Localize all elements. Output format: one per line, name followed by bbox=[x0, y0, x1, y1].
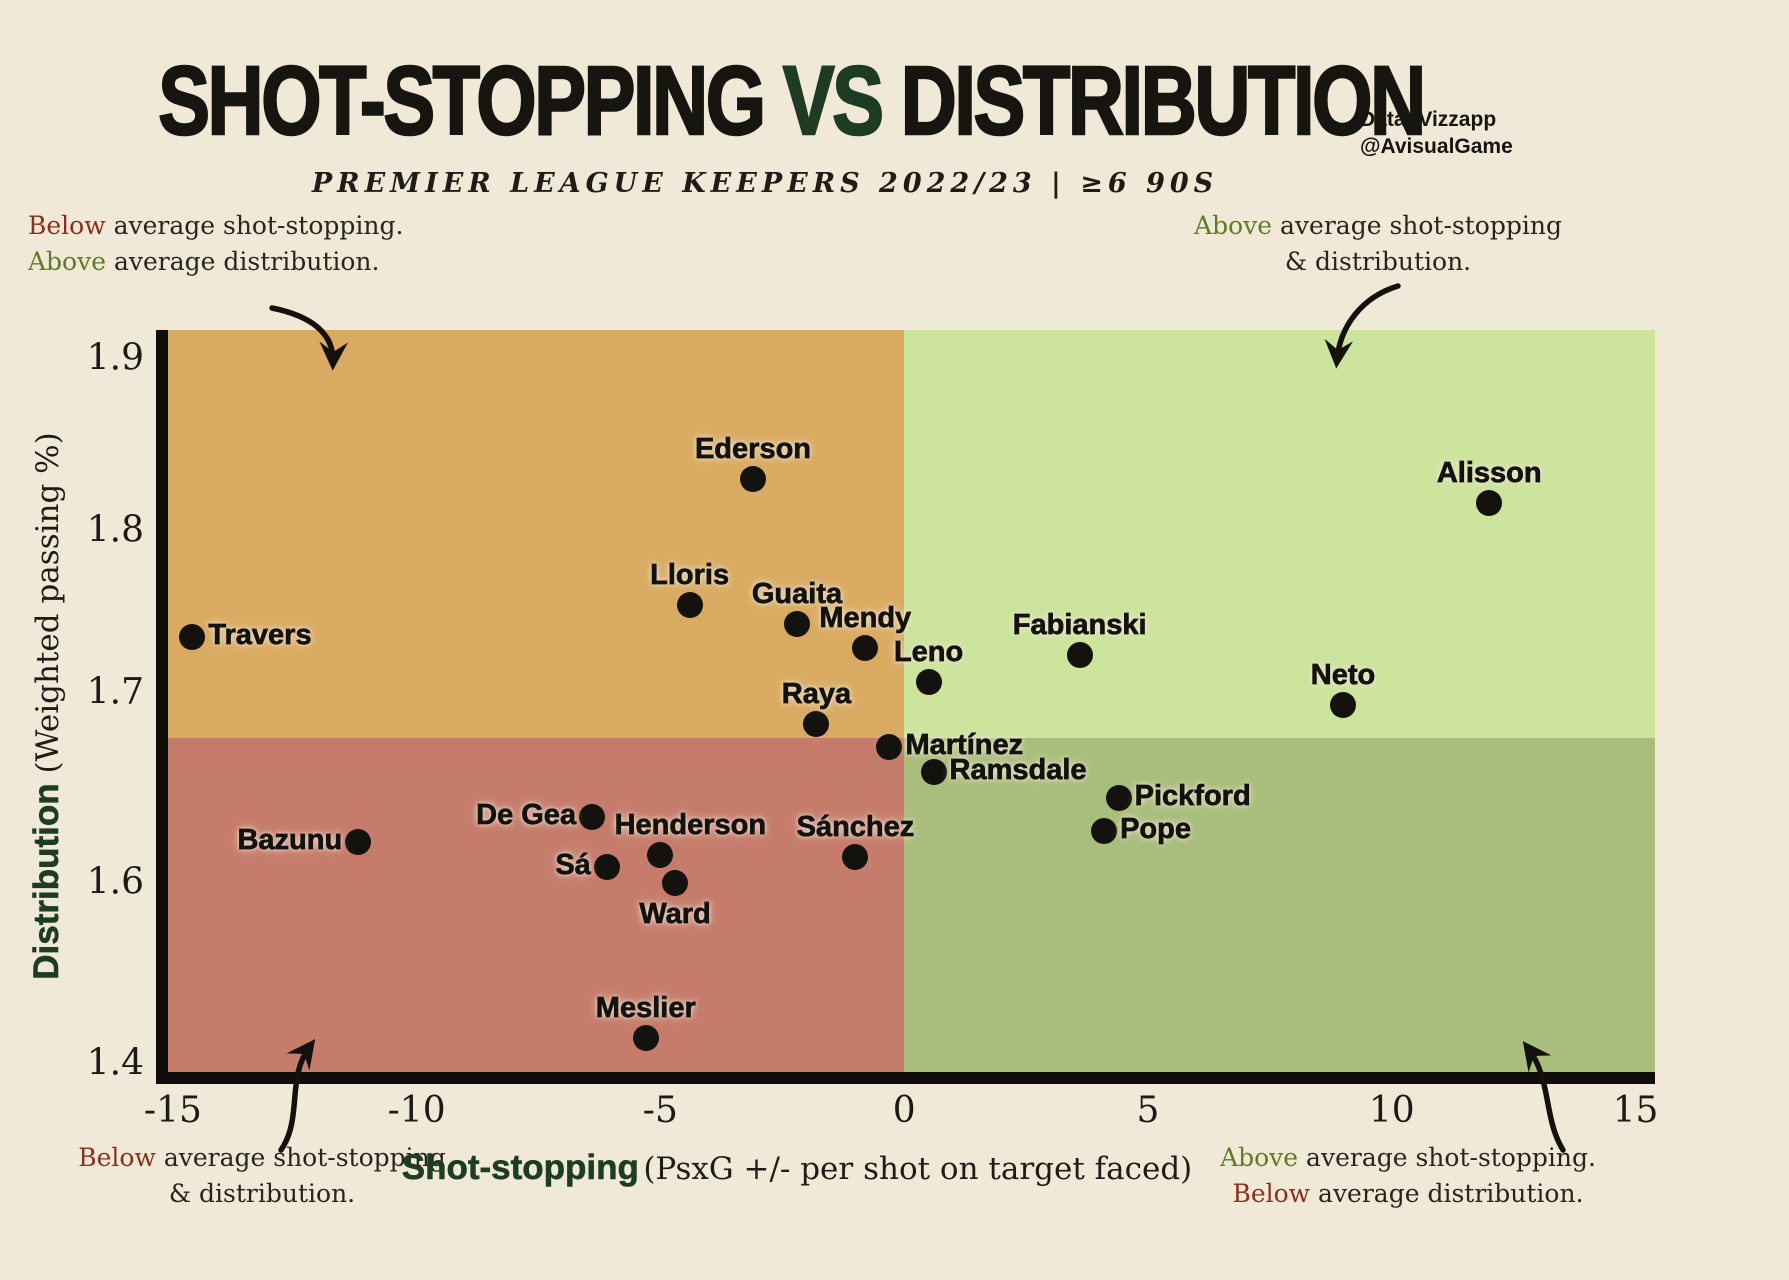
data-point-label-pickford: Pickford bbox=[1134, 780, 1251, 813]
data-point-label-alisson: Alisson bbox=[1436, 456, 1542, 489]
data-point-label-ederson: Ederson bbox=[694, 432, 812, 465]
data-point-mendy bbox=[852, 635, 879, 662]
note-segment: average distribution. bbox=[1310, 1179, 1584, 1209]
quadrant-bottom-left bbox=[168, 737, 905, 1072]
data-point-neto bbox=[1330, 692, 1357, 719]
y-tick-label: 1.8 bbox=[86, 509, 144, 551]
x-tick-label: -15 bbox=[143, 1090, 202, 1131]
credit-source: Data: Vizzapp bbox=[1360, 108, 1497, 131]
data-point-label-raya: Raya bbox=[781, 678, 852, 711]
quadrant-bottom-right bbox=[904, 737, 1655, 1072]
y-tick-label: 1.7 bbox=[86, 671, 144, 713]
data-point-ward bbox=[662, 869, 689, 896]
data-point-label-de-gea: De Gea bbox=[476, 799, 577, 832]
data-point-lloris bbox=[676, 591, 703, 618]
data-point-label-fabianski: Fabianski bbox=[1012, 608, 1147, 642]
x-axis-title: Shot-stopping (PsxG +/- per shot on targ… bbox=[401, 1148, 1193, 1188]
note-segment: Below bbox=[1232, 1179, 1311, 1209]
data-point-de-gea bbox=[579, 804, 606, 831]
data-point-ramsdale bbox=[920, 758, 947, 785]
data-point-label-neto: Neto bbox=[1310, 659, 1376, 692]
y-axis-ticks: 1.9 1.8 1.7 1.6 1.4 bbox=[34, 330, 144, 1084]
x-axis-title-main: Shot-stopping bbox=[401, 1148, 639, 1188]
data-point-label-martinez: Martínez bbox=[905, 728, 1024, 762]
y-axis-title-sub: (Weighted passing %) bbox=[30, 432, 66, 784]
data-point-label-pope: Pope bbox=[1120, 812, 1192, 845]
note-segment: average distribution. bbox=[106, 247, 380, 277]
data-point-pope bbox=[1091, 817, 1118, 844]
y-tick-label: 1.6 bbox=[86, 861, 144, 903]
points-layer: Travers Bazunu De Gea Sá Meslier Henderson War… bbox=[168, 330, 1655, 1072]
note-segment: & distribution. bbox=[168, 1179, 356, 1209]
y-axis-title: Distribution (Weighted passing %) bbox=[27, 406, 67, 1006]
note-bottom-left: Below average shot-stopping & distributio… bbox=[78, 1140, 446, 1213]
x-tick-label: 0 bbox=[892, 1090, 916, 1131]
data-point-sa bbox=[593, 853, 620, 880]
data-point-label-ramsdale: Ramsdale bbox=[949, 753, 1087, 786]
data-point-label-leno: Leno bbox=[893, 636, 964, 669]
data-point-ederson bbox=[739, 465, 766, 492]
data-point-label-lloris: Lloris bbox=[650, 558, 730, 591]
data-point-guaita bbox=[784, 611, 810, 638]
note-segment: Above bbox=[28, 247, 107, 277]
data-point-label-henderson: Henderson bbox=[614, 809, 767, 842]
data-point-label-meslier: Meslier bbox=[595, 991, 696, 1024]
data-point-sanchez bbox=[842, 844, 869, 871]
x-tick-label: 15 bbox=[1612, 1090, 1659, 1131]
data-point-fabianski bbox=[1066, 641, 1093, 668]
note-top-left: Below average shot-stopping. Above averag… bbox=[28, 208, 403, 281]
note-segment: average shot-stopping. bbox=[105, 211, 404, 240]
data-point-label-guaita: Guaita bbox=[751, 578, 843, 611]
note-segment: Above bbox=[1220, 1143, 1299, 1172]
quadrant-top-left bbox=[168, 330, 905, 738]
data-point-label-sanchez: Sánchez bbox=[796, 811, 915, 844]
data-point-pickford bbox=[1105, 785, 1132, 812]
data-point-label-travers: Travers bbox=[208, 618, 312, 652]
data-point-label-sa: Sá bbox=[555, 848, 591, 881]
note-segment: average shot-stopping bbox=[1272, 211, 1562, 240]
plot-area: Travers Bazunu De Gea Sá Meslier Henderson War… bbox=[156, 330, 1655, 1084]
note-segment: & distribution. bbox=[1284, 247, 1472, 277]
note-bottom-right: Above average shot-stopping. Below averag… bbox=[1220, 1140, 1596, 1213]
chart-subtitle: PREMIER LEAGUE KEEPERS 2022/23 | ≥6 90S bbox=[311, 168, 1219, 199]
note-top-right: Above average shot-stopping & distributio… bbox=[1194, 208, 1562, 281]
data-point-leno bbox=[915, 669, 942, 696]
quadrant-top-right bbox=[904, 330, 1655, 738]
data-point-label-mendy: Mendy bbox=[819, 602, 912, 635]
note-segment: Above bbox=[1194, 211, 1273, 240]
x-tick-label: -5 bbox=[642, 1090, 678, 1131]
x-tick-label: 10 bbox=[1368, 1090, 1415, 1131]
data-point-travers bbox=[179, 624, 206, 651]
title-part2: DISTRIBUTION bbox=[881, 46, 1427, 155]
title-vs: VS bbox=[782, 46, 885, 155]
y-axis-title-main: Distribution bbox=[27, 783, 67, 980]
title-part1: SHOT-STOPPING bbox=[157, 46, 783, 155]
x-axis-title-sub: (PsxG +/- per shot on target faced) bbox=[643, 1151, 1193, 1187]
data-point-raya bbox=[803, 711, 830, 738]
page-title: SHOT-STOPPING VS DISTRIBUTION bbox=[0, 51, 1496, 151]
note-segment: Below bbox=[28, 211, 106, 240]
note-segment: average shot-stopping. bbox=[1298, 1143, 1596, 1172]
note-segment: Below bbox=[78, 1143, 156, 1172]
data-point-martinez bbox=[876, 734, 903, 761]
x-tick-label: -10 bbox=[387, 1090, 446, 1131]
x-axis-ticks: -15 -10 -5 0 5 10 15 bbox=[144, 1090, 1659, 1140]
credit-handle: @AvisualGame bbox=[1360, 135, 1513, 159]
data-point-alisson bbox=[1476, 489, 1503, 516]
data-point-bazunu bbox=[345, 829, 372, 856]
data-credit: Data: Vizzapp @AvisualGame bbox=[1360, 106, 1513, 161]
data-point-label-ward: Ward bbox=[639, 897, 711, 931]
y-tick-label: 1.4 bbox=[86, 1042, 144, 1084]
data-point-label-bazunu: Bazunu bbox=[237, 823, 343, 857]
y-tick-label: 1.9 bbox=[86, 337, 144, 379]
x-tick-label: 5 bbox=[1136, 1090, 1160, 1131]
data-point-henderson bbox=[647, 842, 674, 869]
data-point-meslier bbox=[632, 1024, 659, 1051]
